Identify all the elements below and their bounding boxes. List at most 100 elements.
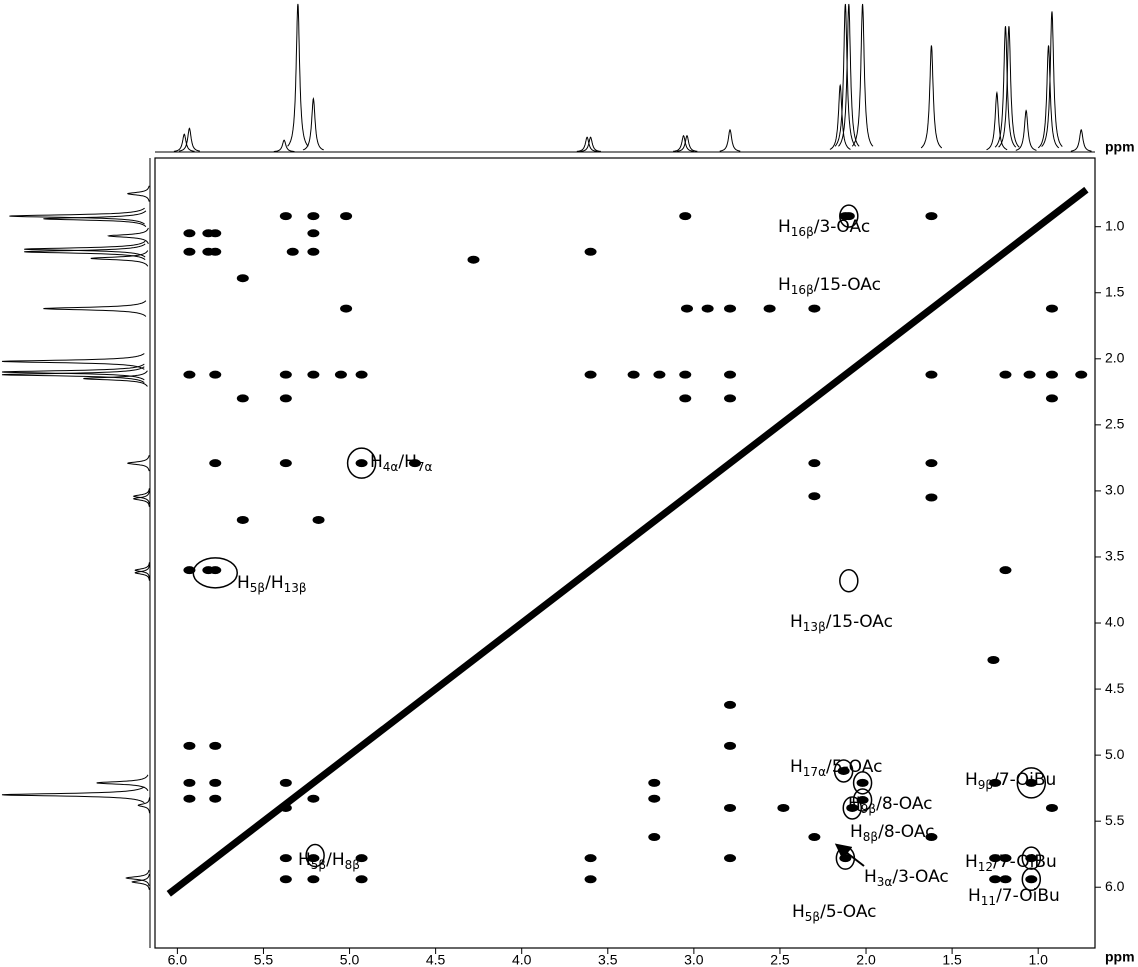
cross-peak: [627, 370, 640, 379]
trace-peak: [673, 134, 695, 152]
annotation-part: /7-OiBu: [993, 852, 1057, 872]
annotation: H13β/15-OAc: [790, 612, 893, 634]
cross-peak: [1023, 370, 1036, 379]
cross-peak: [989, 778, 1002, 787]
x-tick-label: 2.0: [856, 952, 876, 967]
trace-peak: [998, 26, 1020, 148]
annotation-part: 7α: [417, 460, 433, 474]
cross-peak: [183, 794, 196, 803]
cross-peak: [724, 741, 737, 750]
trace-peak: [834, 3, 857, 147]
y-tick-label: 4.5: [1105, 680, 1125, 696]
trace-peak: [178, 127, 200, 152]
cross-peak: [279, 394, 292, 403]
annotation-circle: [839, 568, 859, 593]
trace-peak: [134, 562, 150, 579]
cross-peak: [279, 370, 292, 379]
cross-peak: [279, 854, 292, 863]
cross-peak: [987, 656, 1000, 665]
annotation-circle: [852, 771, 873, 795]
cross-peak: [648, 833, 661, 842]
annotation-part: /5-OAc: [826, 757, 882, 777]
annotation-circle: [833, 759, 854, 783]
y-tick-label: 2.5: [1105, 416, 1125, 432]
cross-peak: [1045, 304, 1058, 313]
cross-peak: [334, 370, 347, 379]
cross-peak: [279, 875, 292, 884]
cross-peak: [999, 370, 1012, 379]
annotation-part: H: [298, 850, 311, 870]
cross-peak: [724, 700, 737, 709]
annotation-part: 16β: [791, 225, 814, 239]
annotation-circle: [305, 843, 325, 868]
annotation: H16β/3-OAc: [778, 217, 870, 239]
cross-peak: [1045, 803, 1058, 812]
cross-peak: [307, 854, 320, 863]
y-tick-label: 4.0: [1105, 614, 1125, 630]
trace-peak: [24, 240, 146, 258]
annotation-part: 12: [978, 860, 993, 874]
cross-peak: [183, 566, 196, 575]
trace-peak: [1070, 129, 1092, 152]
cross-peak: [925, 493, 938, 502]
x-tick-label: 1.5: [942, 952, 962, 967]
cross-peak: [183, 247, 196, 256]
annotation-circle: [852, 788, 873, 812]
cross-peak: [1075, 370, 1088, 379]
x-tick-label: 5.5: [254, 952, 274, 967]
trace-peak: [994, 26, 1017, 148]
annotation-circle: [839, 204, 859, 228]
annotation: H4α/H7α: [370, 452, 432, 474]
cross-peak: [209, 566, 222, 575]
arrow: [834, 843, 865, 867]
cross-peak: [808, 459, 821, 468]
y-tick-label: 5.5: [1105, 812, 1125, 828]
annotation-part: H: [965, 852, 978, 872]
cross-peak: [236, 394, 249, 403]
annotation-part: H: [790, 757, 803, 777]
diagonal: [166, 186, 1089, 897]
trace-peak: [851, 3, 874, 147]
cross-peak: [584, 247, 597, 256]
annotation-part: H: [968, 886, 981, 906]
trace-peak: [1, 366, 145, 384]
trace-peak: [132, 490, 150, 508]
cross-peak: [999, 566, 1012, 575]
trace-peak: [829, 83, 851, 150]
plot-frame: [154, 157, 1096, 949]
cross-peak: [925, 370, 938, 379]
trace-peak: [137, 797, 150, 814]
annotation-part: /15-OAc: [826, 612, 893, 632]
cross-peak: [307, 794, 320, 803]
cross-peak: [724, 854, 737, 863]
trace-peak: [920, 45, 943, 149]
cross-peak: [701, 304, 714, 313]
annotation: H3α/3-OAc: [864, 867, 949, 889]
annotation-part: 4α: [383, 460, 399, 474]
cross-peak: [408, 459, 421, 468]
cross-peak: [307, 370, 320, 379]
trace-peak: [719, 129, 741, 152]
cross-peak: [808, 304, 821, 313]
annotation: H16β/15-OAc: [778, 275, 881, 297]
annotation-part: H: [790, 612, 803, 632]
trace-peak: [173, 133, 195, 152]
y-tick-label: 3.0: [1105, 482, 1125, 498]
cross-peak: [355, 459, 368, 468]
trace-peak: [838, 3, 860, 147]
annotation-part: H: [237, 573, 250, 593]
cross-peak: [679, 370, 692, 379]
cross-peak: [724, 394, 737, 403]
annotation-part: H: [965, 770, 978, 790]
y-tick-label: 1.0: [1105, 217, 1125, 233]
cross-peak: [925, 212, 938, 221]
trace-peak: [96, 774, 149, 792]
trace-peak: [1037, 45, 1060, 149]
annotation-part: 17α: [803, 765, 826, 779]
cross-peak: [856, 778, 869, 787]
annotation-part: H: [792, 902, 805, 922]
trace-peak: [576, 136, 598, 152]
cross-peak: [999, 875, 1012, 884]
cross-peak: [724, 803, 737, 812]
